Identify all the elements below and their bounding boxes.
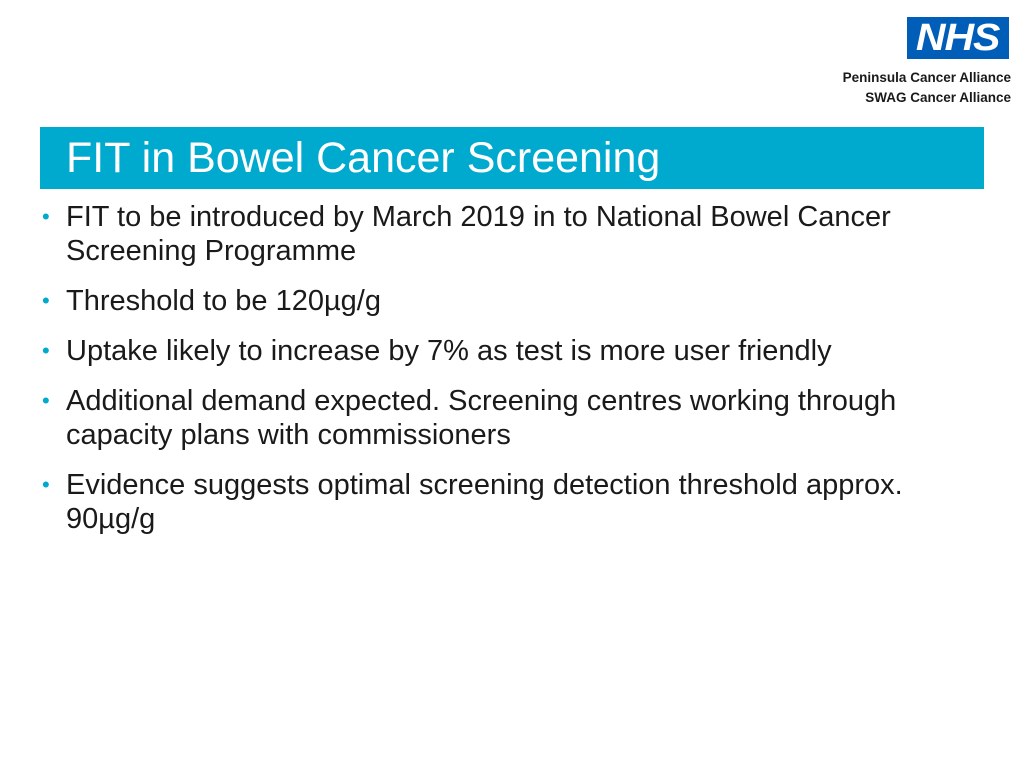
bullet-dot-icon: •	[42, 204, 50, 229]
bullet-dot-icon: •	[42, 388, 50, 413]
bullet-item: • Evidence suggests optimal screening de…	[40, 468, 990, 536]
bullet-list: • FIT to be introduced by March 2019 in …	[40, 200, 990, 552]
title-bar: FIT in Bowel Cancer Screening	[40, 127, 984, 189]
slide-title: FIT in Bowel Cancer Screening	[66, 134, 661, 182]
bullet-text: Threshold to be 120µg/g	[66, 285, 381, 317]
bullet-dot-icon: •	[42, 288, 50, 313]
bullet-text: Evidence suggests optimal screening dete…	[66, 469, 903, 535]
bullet-item: • Uptake likely to increase by 7% as tes…	[40, 334, 990, 368]
bullet-item: • Additional demand expected. Screening …	[40, 384, 990, 452]
nhs-logo-text: NHS	[916, 17, 1000, 59]
org-line-swag: SWAG Cancer Alliance	[865, 90, 1011, 105]
nhs-logo: NHS	[907, 17, 1009, 59]
bullet-text: FIT to be introduced by March 2019 in to…	[66, 201, 891, 267]
bullet-text: Uptake likely to increase by 7% as test …	[66, 335, 832, 367]
bullet-dot-icon: •	[42, 472, 50, 497]
org-line-peninsula: Peninsula Cancer Alliance	[842, 70, 1011, 85]
bullet-item: • Threshold to be 120µg/g	[40, 284, 990, 318]
bullet-dot-icon: •	[42, 338, 50, 363]
organisation-names: Peninsula Cancer Alliance SWAG Cancer Al…	[843, 68, 1011, 108]
bullet-text: Additional demand expected. Screening ce…	[66, 385, 897, 451]
bullet-item: • FIT to be introduced by March 2019 in …	[40, 200, 990, 268]
